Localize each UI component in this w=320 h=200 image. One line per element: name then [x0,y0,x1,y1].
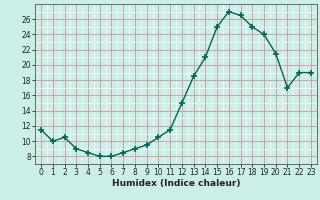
X-axis label: Humidex (Indice chaleur): Humidex (Indice chaleur) [112,179,240,188]
